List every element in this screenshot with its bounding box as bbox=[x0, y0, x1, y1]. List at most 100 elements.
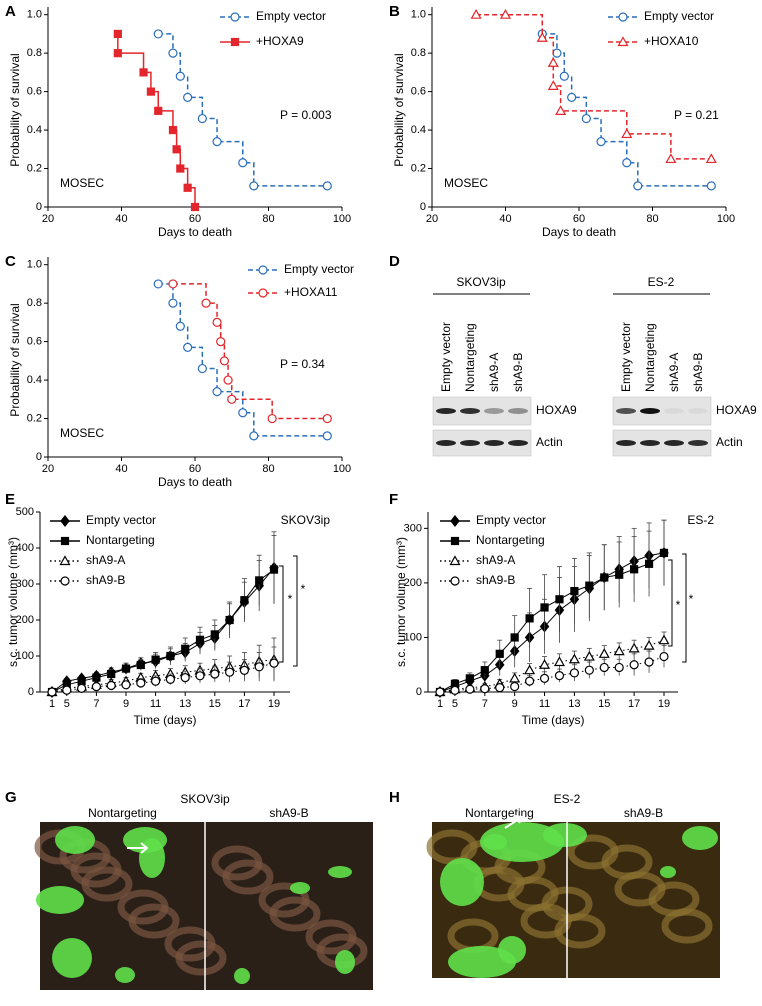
x-tick-label: 60 bbox=[573, 213, 585, 225]
x-tick-label: 100 bbox=[717, 213, 735, 225]
marker bbox=[665, 153, 677, 164]
legend-label: Nontargeting bbox=[476, 533, 545, 547]
marker bbox=[644, 559, 654, 568]
fluorescent-tumor bbox=[480, 822, 564, 862]
series-line bbox=[439, 552, 665, 693]
marker bbox=[136, 678, 146, 688]
y-tick-label: 0 bbox=[420, 201, 426, 213]
marker bbox=[547, 57, 559, 67]
band-label: HOXA9 bbox=[716, 403, 757, 417]
marker bbox=[499, 8, 512, 19]
marker bbox=[168, 279, 178, 289]
y-axis-label: Probability of survival bbox=[8, 53, 22, 166]
survival-line bbox=[117, 33, 196, 207]
significance-bracket bbox=[668, 559, 673, 647]
marker bbox=[240, 596, 249, 605]
fluorescent-tumor bbox=[290, 882, 310, 894]
intestine-loop bbox=[305, 919, 357, 955]
legend-label: Empty vector bbox=[284, 262, 354, 276]
marker bbox=[225, 615, 234, 625]
marker bbox=[658, 634, 670, 645]
photo-label: shA9-B bbox=[269, 806, 308, 820]
x-tick-label: 5 bbox=[452, 698, 458, 710]
fluorescent-tumor bbox=[440, 858, 484, 906]
marker bbox=[465, 684, 475, 694]
y-axis-label: Probability of survival bbox=[8, 303, 22, 416]
marker bbox=[153, 29, 163, 39]
y-tick-label: 0.8 bbox=[27, 297, 42, 309]
marker bbox=[195, 635, 205, 644]
y-tick-label: 0.8 bbox=[27, 47, 42, 59]
band-label: Actin bbox=[536, 435, 563, 449]
marker bbox=[539, 673, 550, 683]
legend-label: Empty vector bbox=[644, 9, 714, 23]
marker bbox=[599, 662, 609, 673]
y-tick-label: 0.6 bbox=[411, 86, 426, 98]
intestine-loop bbox=[164, 926, 216, 962]
blot-band bbox=[508, 440, 528, 446]
marker bbox=[583, 650, 595, 661]
y-axis-label: s.c. tumor volume (mm³) bbox=[6, 537, 20, 667]
marker bbox=[615, 570, 624, 579]
marker bbox=[547, 80, 559, 90]
marker bbox=[60, 536, 70, 546]
marker bbox=[183, 92, 193, 102]
marker bbox=[554, 671, 565, 681]
y-axis-label: Probability of survival bbox=[392, 53, 406, 166]
arrow bbox=[127, 842, 149, 854]
cell-line-label: SKOV3ip bbox=[456, 275, 506, 289]
series-line bbox=[439, 656, 665, 693]
intestine-loop bbox=[601, 844, 653, 880]
y-tick-label: 400 bbox=[16, 542, 34, 554]
y-tick-label: 300 bbox=[16, 578, 34, 590]
y-tick-label: 0.6 bbox=[27, 86, 42, 98]
marker bbox=[230, 37, 240, 47]
intestine-loop bbox=[648, 881, 700, 917]
y-tick-label: 0.4 bbox=[27, 374, 42, 386]
x-tick-label: 40 bbox=[115, 213, 127, 225]
fluorescent-tumor bbox=[660, 866, 676, 878]
x-tick-label: 1 bbox=[437, 698, 443, 710]
marker bbox=[106, 680, 116, 691]
survival-line bbox=[476, 13, 712, 160]
marker bbox=[121, 664, 131, 673]
legend-label: +HOXA9 bbox=[256, 34, 304, 48]
marker bbox=[183, 183, 192, 192]
lane-label: shA9-A bbox=[487, 353, 501, 392]
panel-letter: F bbox=[389, 491, 398, 508]
marker bbox=[255, 576, 264, 585]
survival-line bbox=[172, 283, 328, 420]
blot-band bbox=[460, 440, 480, 446]
marker bbox=[175, 71, 185, 81]
marker bbox=[151, 655, 160, 664]
marker bbox=[212, 317, 222, 327]
x-tick-label: 40 bbox=[499, 213, 511, 225]
marker bbox=[480, 666, 489, 675]
marker bbox=[618, 12, 628, 22]
x-tick-label: 80 bbox=[262, 213, 274, 225]
marker bbox=[613, 645, 625, 656]
marker bbox=[181, 644, 190, 653]
marker bbox=[267, 413, 277, 424]
x-tick-label: 100 bbox=[333, 213, 351, 225]
blot-band bbox=[640, 440, 660, 446]
marker bbox=[230, 12, 240, 22]
fluorescent-tumor bbox=[682, 826, 718, 850]
y-tick-label: 0.6 bbox=[27, 336, 42, 348]
cell-line-label: ES-2 bbox=[648, 275, 675, 289]
marker bbox=[168, 125, 178, 135]
fluorescent-tumor bbox=[335, 950, 355, 974]
marker bbox=[219, 356, 229, 366]
marker bbox=[510, 633, 519, 642]
annotation: * bbox=[288, 592, 293, 606]
marker bbox=[175, 321, 185, 331]
marker bbox=[465, 674, 474, 683]
marker bbox=[628, 642, 640, 653]
photo-label: Nontargeting bbox=[465, 806, 534, 820]
fluorescent-tumor bbox=[55, 826, 95, 854]
marker bbox=[216, 337, 226, 347]
marker bbox=[585, 581, 594, 590]
marker bbox=[227, 394, 237, 404]
panel-letter: H bbox=[389, 789, 400, 806]
marker bbox=[629, 660, 639, 670]
